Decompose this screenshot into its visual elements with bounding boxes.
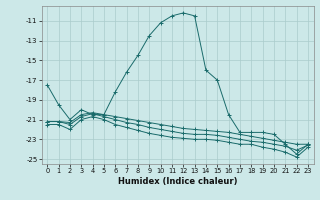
X-axis label: Humidex (Indice chaleur): Humidex (Indice chaleur)	[118, 177, 237, 186]
